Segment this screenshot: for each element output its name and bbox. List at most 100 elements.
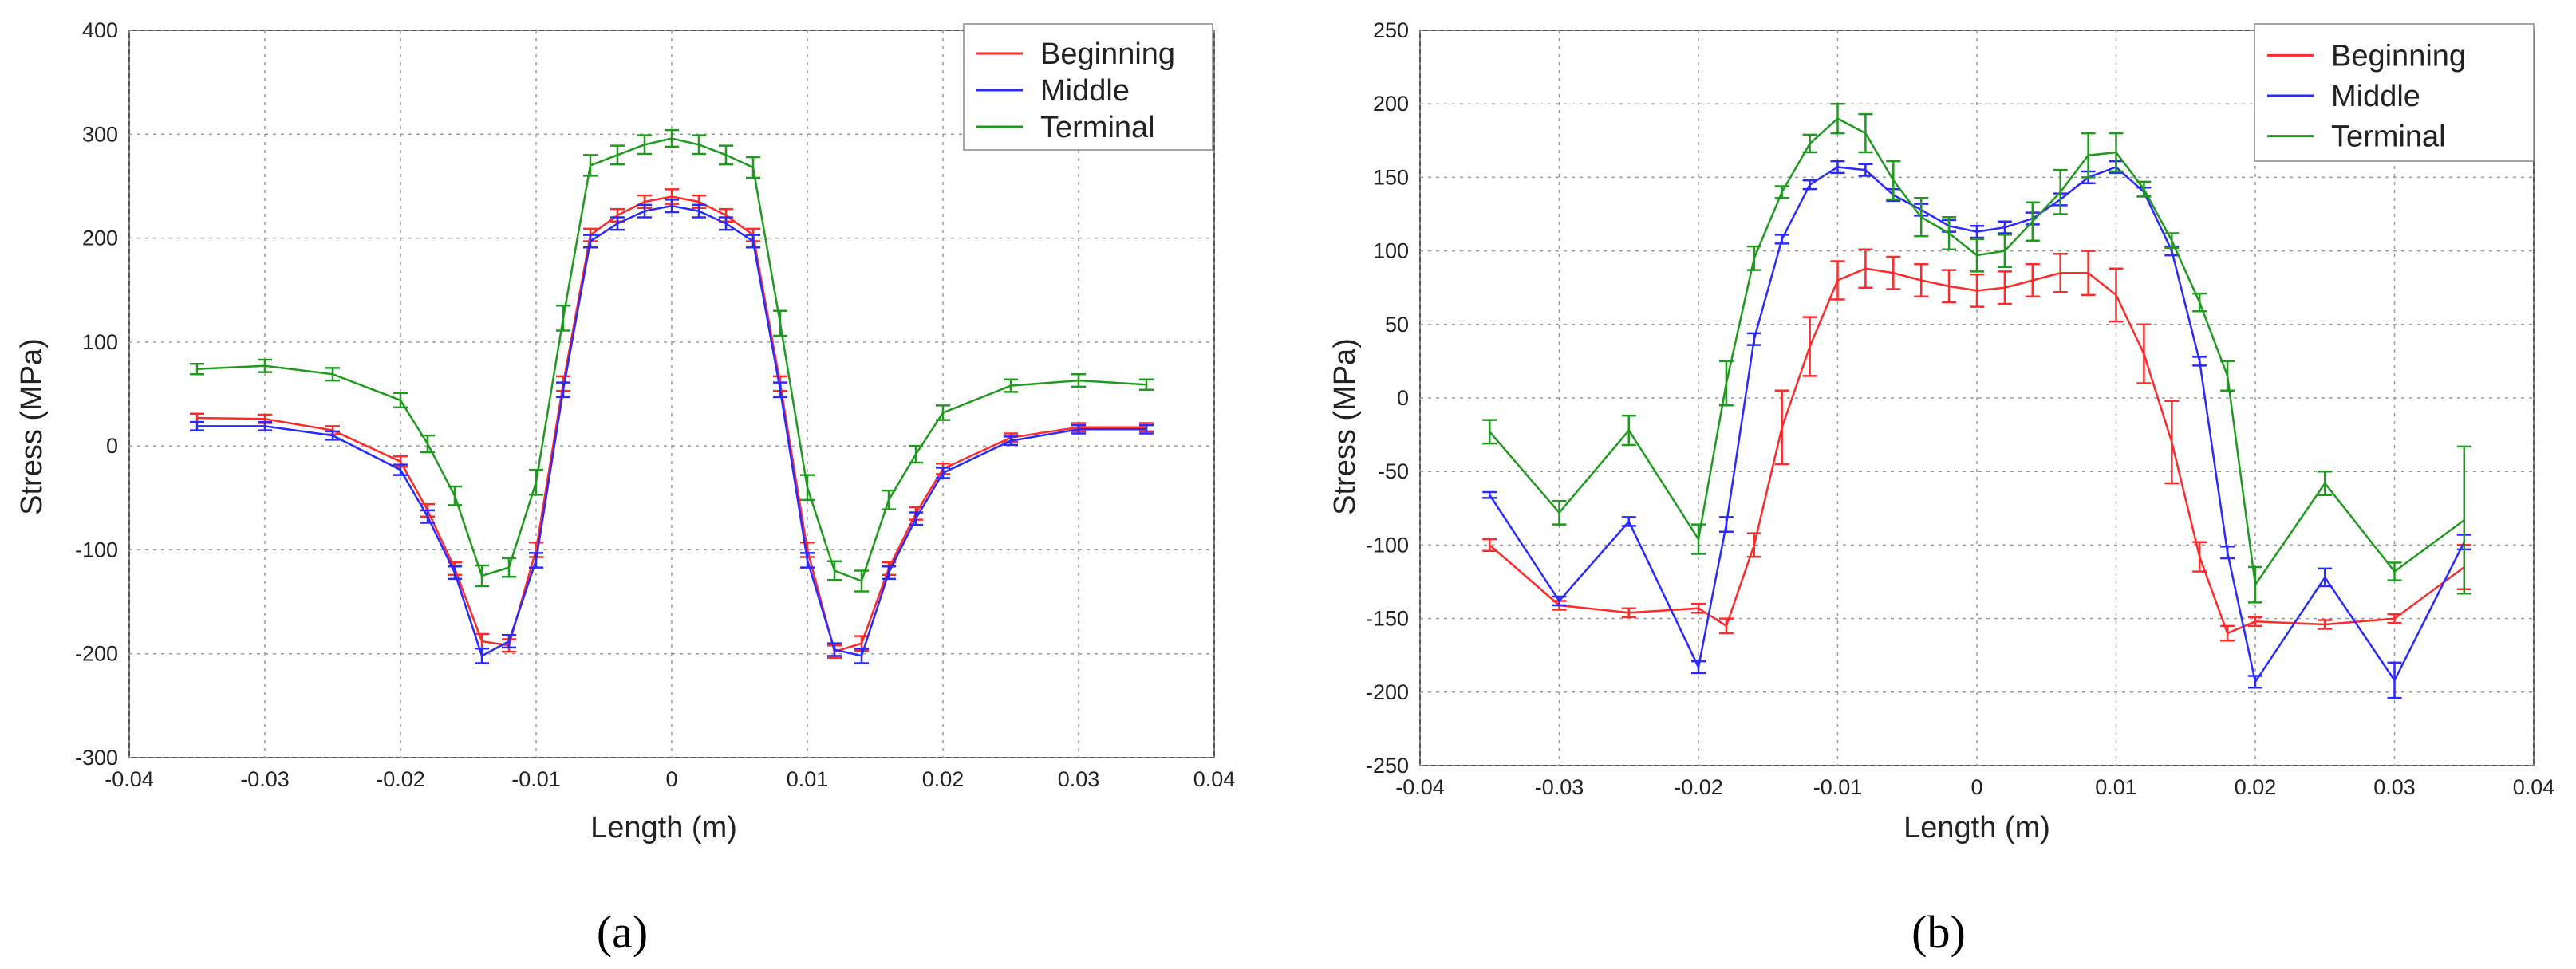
chart-b-series-middle-errorbar — [1621, 516, 1636, 527]
chart-a-series-terminal-errorbar — [1004, 378, 1018, 393]
chart-a-legend-label-beginning: Beginning — [1040, 37, 1175, 71]
chart-b-series-terminal-errorbar — [1621, 414, 1636, 447]
chart-b-x-tick-label: -0.02 — [1674, 775, 1723, 799]
chart-b-series-beginning-errorbar — [1914, 262, 1929, 298]
chart-a-x-tick-label: 0 — [665, 767, 677, 791]
chart-a-series-middle-errorbar — [1004, 435, 1018, 447]
chart-b-x-tick-label: 0 — [1970, 775, 1982, 799]
chart-b-x-tick-label: -0.01 — [1813, 775, 1863, 799]
chart-b-y-tick-label: -250 — [1366, 754, 1409, 778]
chart-a-ylabel: Stress (MPa) — [15, 338, 49, 515]
chart-a-series-terminal-errorbar — [882, 489, 896, 510]
chart-a-y-tick-label: -100 — [75, 538, 118, 561]
chart-a-series-terminal-errorbar — [909, 444, 923, 464]
chart-a-series-middle-errorbar — [393, 463, 408, 476]
chart-a-x-tick-label: 0.02 — [922, 767, 965, 791]
chart-b-legend-label-beginning: Beginning — [2331, 39, 2466, 73]
chart-a-x-tick-label: -0.01 — [511, 767, 561, 791]
chart-b-series-beginning-errorbar — [1942, 269, 1957, 304]
chart-b-series-beginning-errorbar — [1970, 273, 1984, 308]
chart-b-legend-label-middle: Middle — [2331, 80, 2420, 113]
chart-a-series-terminal-errorbar — [773, 309, 787, 337]
chart-a-y-tick-label: 100 — [82, 330, 118, 354]
chart-b-xlabel: Length (m) — [1903, 811, 2050, 845]
chart-b-series-terminal-errorbar — [1482, 419, 1497, 445]
chart-b-legend-label-terminal: Terminal — [2331, 120, 2446, 154]
chart-b-y-tick-label: -200 — [1366, 680, 1409, 704]
chart-a-series-middle-errorbar — [475, 647, 489, 664]
chart-b-series-middle-errorbar — [1802, 179, 1817, 191]
chart-a-legend-box — [963, 23, 1213, 151]
chart-b-series-terminal-errorbar — [1914, 196, 1929, 238]
chart-b-series-middle-errorbar — [1970, 225, 1984, 239]
chart-a: Stress (MPa) Length (m) (a) -0.04 -0.03 -0… — [15, 18, 1235, 958]
chart-b-series-beginning-errorbar — [2109, 267, 2124, 323]
chart-b-x-tick-label: 0.01 — [2095, 775, 2137, 799]
chart-b-y-tick-label: 50 — [1385, 313, 1409, 337]
chart-b-series-beginning-errorbar — [1691, 602, 1706, 614]
chart-b-series-terminal-errorbar — [2220, 360, 2235, 392]
chart-b-series-middle-errorbar — [1774, 234, 1789, 245]
chart-b-series-terminal-errorbar — [1746, 245, 1761, 271]
chart-a-series-terminal-errorbar — [665, 128, 679, 148]
chart-a-series-terminal-errorbar — [529, 468, 543, 496]
chart-a-y-tick-label: 400 — [82, 18, 118, 42]
chart-a-series-terminal-errorbar — [610, 144, 625, 166]
chart-b-series-terminal-errorbar — [1858, 112, 1873, 154]
chart-a-series-terminal-errorbar — [719, 144, 733, 166]
chart-b-series-middle-errorbar — [1552, 595, 1567, 607]
chart-b-legend-box — [2254, 23, 2535, 162]
chart-b-x-tick-label: 0.04 — [2513, 775, 2555, 799]
chart-a-series-terminal-errorbar — [583, 154, 598, 177]
chart-b-series-terminal-errorbar — [1942, 215, 1957, 251]
chart-b-series-middle-errorbar — [2220, 545, 2235, 560]
chart-b-series-beginning-errorbar — [1997, 270, 2012, 305]
chart-a-series-middle-errorbar — [529, 552, 543, 569]
chart-a-series-middle-errorbar — [936, 467, 950, 479]
chart-a-series-middle-errorbar — [854, 647, 869, 664]
chart-b-series-beginning-errorbar — [1858, 248, 1873, 289]
chart-a-series-terminal-errorbar — [393, 392, 408, 409]
chart-b-series-beginning-errorbar — [2164, 400, 2180, 485]
chart-b-series-beginning-errorbar — [1774, 389, 1789, 466]
chart-a-y-tick-label: 200 — [82, 226, 118, 250]
chart-a-series-terminal-errorbar — [448, 485, 462, 506]
chart-a-series-middle-errorbar — [692, 203, 706, 219]
chart-b-series-beginning-errorbar — [2248, 616, 2262, 628]
chart-a-series-middle-errorbar — [882, 565, 896, 581]
chart-a-x-tick-label: 0.01 — [787, 767, 829, 791]
chart-b-series-terminal-errorbar — [1886, 160, 1901, 201]
chart-a-series-middle-errorbar — [909, 511, 923, 526]
chart-b-series-middle-errorbar — [1858, 163, 1873, 177]
chart-a-series-terminal-errorbar — [325, 367, 340, 382]
chart-b-series-terminal-errorbar — [2081, 132, 2096, 179]
chart-b-series-middle-errorbar — [2248, 675, 2262, 689]
chart-b-series-middle-errorbar — [1691, 660, 1706, 675]
chart-a-x-tick-label: 0.04 — [1193, 767, 1236, 791]
chart-b-series-terminal-errorbar — [2387, 561, 2402, 581]
chart-a-legend-label-middle: Middle — [1040, 74, 1130, 108]
chart-b-x-tick-label: -0.04 — [1395, 775, 1445, 799]
chart-b-series-beginning-errorbar — [2220, 624, 2235, 642]
chart-b-series-terminal-errorbar — [2164, 232, 2180, 250]
chart-b-series-beginning-errorbar — [1621, 607, 1636, 619]
chart-a-series-terminal-errorbar — [692, 134, 706, 156]
chart-b-y-tick-label: 150 — [1373, 165, 1409, 189]
chart-b-series-terminal-errorbar — [2136, 180, 2152, 198]
chart-b-series-beginning-errorbar — [2318, 619, 2333, 630]
chart-a-series-middle-errorbar — [1139, 423, 1154, 435]
chart-a-y-tick-label: 300 — [82, 122, 118, 146]
panel-label-a: (a) — [597, 906, 648, 958]
panel-label-b: (b) — [1911, 906, 1966, 958]
chart-b-series-middle-errorbar — [2387, 661, 2402, 699]
chart-b-series-terminal-errorbar — [1718, 360, 1734, 407]
chart-a-x-tick-label: -0.04 — [105, 767, 154, 791]
chart-b-series-beginning-errorbar — [1830, 260, 1845, 301]
chart-a-series-terminal-errorbar — [854, 569, 869, 593]
chart-a-series-middle-errorbar — [665, 199, 679, 214]
chart-a-series-terminal-errorbar — [556, 305, 570, 332]
chart-b-series-beginning-errorbar — [2025, 262, 2040, 298]
chart-b-series-terminal-errorbar — [1802, 133, 1817, 154]
chart-a-series-terminal-errorbar — [502, 557, 516, 578]
chart-b-series-terminal-errorbar — [2192, 292, 2207, 313]
